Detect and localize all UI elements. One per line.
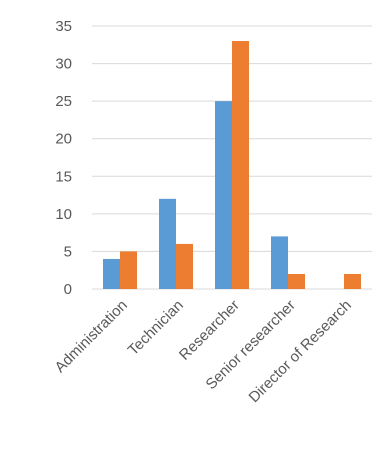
y-tick-label: 35: [55, 18, 72, 35]
bar-series2-4: [344, 273, 361, 289]
x-category-label: Director of Research: [246, 297, 355, 406]
y-axis-tick-labels: 0 5 10 15 20 25 30 35: [55, 18, 72, 298]
bar-series1-2: [215, 101, 232, 290]
bar-series1-1: [159, 198, 176, 289]
bar-series2-2: [232, 41, 249, 290]
bar-series2-3: [288, 273, 305, 289]
x-category-label: Administration: [52, 297, 131, 376]
x-axis-category-labels: AdministrationTechnicianResearcherSenior…: [52, 297, 355, 406]
y-tick-label: 15: [55, 168, 72, 185]
bar-series2-0: [120, 251, 137, 289]
y-tick-label: 20: [55, 131, 72, 148]
bars: [103, 41, 361, 290]
y-tick-label: 5: [64, 243, 72, 260]
y-tick-label: 30: [55, 56, 72, 73]
y-tick-label: 10: [55, 206, 72, 223]
y-tick-label: 0: [64, 281, 72, 298]
y-tick-label: 25: [55, 93, 72, 110]
bar-series1-3: [271, 236, 288, 289]
bar-series1-0: [103, 258, 120, 289]
bar-series2-1: [176, 243, 193, 289]
